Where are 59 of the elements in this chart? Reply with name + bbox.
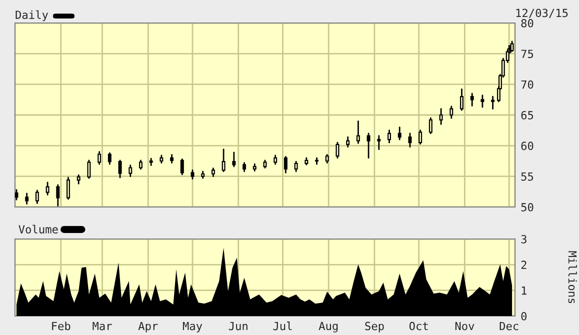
y-tick-label: 70 — [521, 80, 534, 89]
candlestick — [56, 184, 60, 206]
y-tick-label: 2 — [521, 260, 526, 269]
candlestick — [25, 192, 29, 205]
x-tick-label: May — [182, 322, 202, 332]
legend-label: Volume — [18, 224, 58, 234]
x-tick-label: Apr — [138, 322, 158, 332]
candlestick — [128, 164, 132, 178]
candlestick — [428, 117, 432, 134]
candlestick — [222, 148, 226, 172]
y-tick-label: 50 — [521, 203, 534, 212]
candlestick — [460, 88, 464, 111]
candlestick — [388, 130, 391, 144]
x-tick-label: Jul — [273, 322, 292, 330]
candlestick — [284, 156, 288, 174]
text: 12/03/15 — [516, 8, 568, 18]
candlestick — [35, 190, 39, 204]
candlestick — [408, 132, 412, 148]
x-tick-label: Jun — [228, 322, 248, 330]
y-tick-label: 1 — [522, 286, 526, 295]
candlestick — [346, 136, 350, 148]
x-tick-label: Feb — [52, 322, 70, 330]
candlestick — [366, 132, 370, 159]
y-axis-title: Millions — [568, 251, 577, 304]
x-tick-label: Nov — [455, 322, 474, 330]
x-tick-label: Aug — [318, 322, 338, 332]
candlestick — [15, 189, 18, 200]
candlestick — [356, 120, 360, 144]
x-tick-label: Mar — [92, 322, 112, 330]
candlestick — [180, 158, 184, 176]
y-tick-label: 55 — [521, 172, 534, 181]
candlestick — [108, 152, 112, 165]
candlestick — [315, 157, 319, 165]
candlestick — [377, 135, 381, 150]
y-tick-label: 0 — [521, 312, 527, 320]
y-tick-label: 3 — [521, 235, 526, 244]
candlestick — [450, 106, 454, 119]
y-tick-label: 65 — [521, 111, 534, 120]
chart-title: Daily — [16, 10, 48, 22]
candlestick — [87, 160, 91, 179]
candlestick — [336, 142, 340, 159]
candlestick — [232, 152, 236, 168]
candlestick — [398, 126, 402, 140]
y-tick-label: 75 — [521, 50, 534, 58]
candlestick — [46, 182, 50, 196]
x-tick-label: Sep — [365, 322, 384, 332]
x-tick-label: Dec — [500, 322, 518, 330]
candlestick — [439, 108, 443, 125]
candlestick — [118, 160, 122, 178]
candlestick — [294, 160, 298, 172]
candlestick — [491, 96, 495, 110]
candlestick — [418, 130, 422, 145]
x-tick-label: Oct — [409, 322, 428, 330]
candlestick — [66, 176, 70, 200]
candlestick — [98, 151, 102, 165]
y-tick-label: 60 — [521, 142, 534, 150]
candlestick — [480, 94, 484, 108]
y-tick-label: 80 — [521, 19, 534, 28]
candlestick — [470, 92, 474, 106]
